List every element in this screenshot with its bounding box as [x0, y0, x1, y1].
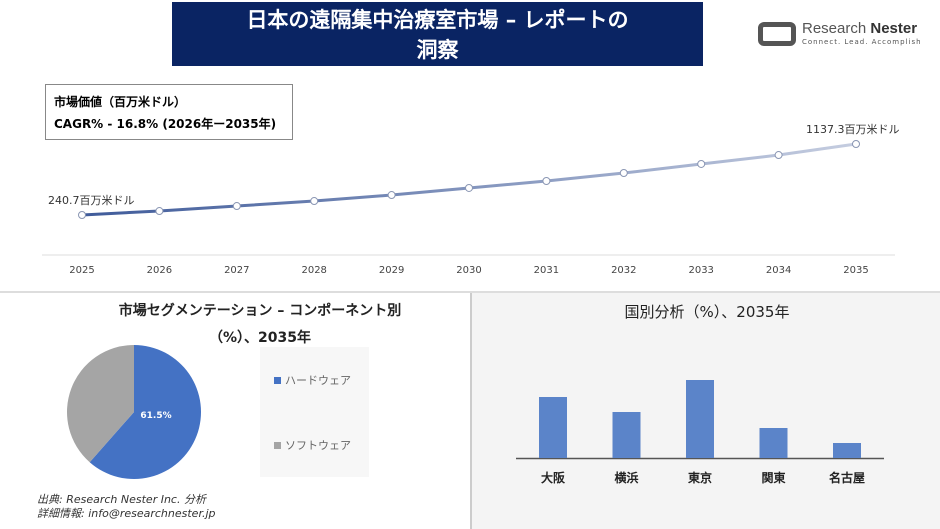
cagr-label: CAGR% - 16.8% (2026年ー2035年): [54, 117, 277, 131]
kpi-box: 市場価値（百万米ドル） CAGR% - 16.8% (2026年ー2035年): [45, 84, 293, 140]
bar: [612, 412, 641, 458]
market-value-label: 市場価値（百万米ドル）: [54, 95, 187, 109]
data-point: [619, 169, 628, 178]
x-tick-label: 2033: [688, 265, 713, 276]
logo-name: Research Nester: [802, 20, 918, 37]
category-label: 大阪: [541, 470, 566, 485]
slice-label: 61.5%: [140, 411, 171, 421]
x-tick-label: 2034: [766, 265, 791, 276]
research-nester-logo: Research Nester Connect. Lead. Accomplis…: [758, 20, 928, 50]
start-value-label: 240.7百万米ドル: [48, 194, 135, 207]
bar: [539, 397, 567, 458]
data-point: [232, 202, 241, 211]
x-tick-label: 2027: [224, 265, 249, 276]
bar: [833, 443, 861, 458]
category-label: 関東: [761, 470, 785, 485]
x-tick-label: 2032: [611, 265, 636, 276]
data-point: [78, 211, 86, 219]
pie-slice: [67, 345, 134, 463]
pie-title-line2: （%）、2035年: [209, 330, 311, 346]
bar: [686, 380, 714, 458]
data-point: [852, 140, 860, 148]
legend-item-software: ソフトウェア: [274, 437, 351, 453]
data-point: [697, 159, 706, 168]
legend-item-hardware: ハードウェア: [274, 372, 351, 388]
legend-swatch: [274, 441, 281, 449]
data-point: [387, 191, 396, 200]
legend-swatch: [274, 376, 281, 384]
component-pie-chart: 61.5%: [67, 345, 201, 479]
section-divider: [0, 291, 940, 293]
source-text: 出典: Research Nester Inc. 分析: [37, 493, 206, 506]
logo-mark-icon: [758, 22, 796, 46]
source-note: 出典: Research Nester Inc. 分析 詳細情報: info@r…: [37, 493, 216, 521]
pie-slice: [89, 345, 201, 479]
title-line2: 洞察: [416, 38, 459, 62]
x-tick-label: 2025: [69, 265, 94, 276]
end-value-label: 1137.3百万米ドル: [806, 123, 900, 136]
x-tick-label: 2030: [456, 265, 481, 276]
market-value-line: [81, 142, 857, 217]
category-label: 東京: [688, 470, 712, 485]
x-tick-label: 2026: [147, 265, 172, 276]
logo-tagline: Connect. Lead. Accomplish: [802, 38, 922, 46]
pie-legend: ハードウェア ソフトウェア: [260, 347, 369, 477]
info-text: 詳細情報: info@researchnester.jp: [37, 507, 216, 520]
x-tick-label: 2031: [534, 265, 559, 276]
pie-title-line1: 市場セグメンテーション – コンポーネント別: [118, 303, 402, 319]
category-label: 名古屋: [829, 470, 865, 485]
data-point: [774, 151, 783, 160]
market-line-chart: 2025 2026 2027 2028 2029 2030 2031 2032 2033 2034…: [42, 123, 900, 276]
title-line1: 日本の遠隔集中治療室市場 – レポートの: [246, 8, 629, 32]
data-point: [310, 197, 319, 206]
x-tick-label: 2028: [301, 265, 326, 276]
x-tick-label: 2035: [843, 265, 868, 276]
bar-title: 国別分析（%）、2035年: [624, 303, 790, 321]
x-tick-label: 2029: [379, 265, 404, 276]
data-point: [155, 207, 164, 216]
pie-title: 市場セグメンテーション – コンポーネント別 （%）、2035年: [60, 298, 460, 352]
category-label: 横浜: [614, 470, 638, 485]
regional-panel: 国別分析（%）、2035年 大阪 横浜 東京 関東 名古屋: [470, 293, 940, 529]
regional-bar-chart: 大阪 横浜 東京 関東 名古屋: [516, 380, 884, 485]
data-point: [465, 183, 473, 192]
report-title: 日本の遠隔集中治療室市場 – レポートの 洞察: [172, 2, 703, 66]
bar: [759, 428, 788, 458]
data-point: [542, 177, 551, 186]
